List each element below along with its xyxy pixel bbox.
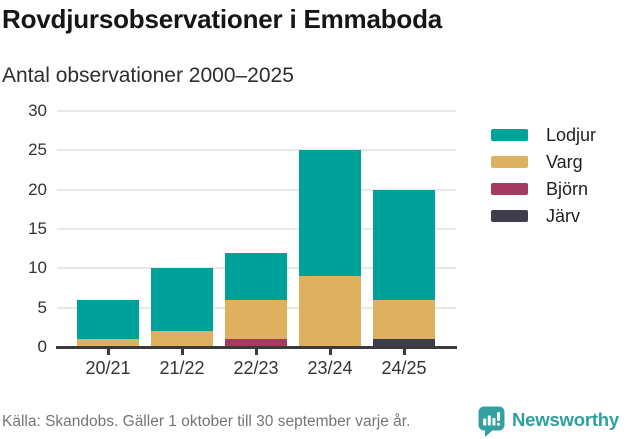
legend-swatch-varg xyxy=(491,155,528,168)
gridline-20 xyxy=(57,188,456,191)
legend-item-bjorn: Björn xyxy=(491,178,596,199)
legend-swatch-bjorn xyxy=(491,182,528,195)
bar-segment-björn-22-23 xyxy=(225,339,287,347)
bar-segment-lodjur-23-24 xyxy=(299,150,361,277)
bar-segment-varg-24-25 xyxy=(373,299,435,340)
x-tick-label-21-22: 21/22 xyxy=(159,358,205,378)
bar-22-23 xyxy=(225,252,287,347)
x-tick-label-23-24: 23/24 xyxy=(307,358,353,378)
y-tick-label-25: 25 xyxy=(28,140,47,160)
legend-swatch-lodjur xyxy=(491,128,528,141)
gridline-30 xyxy=(57,110,456,112)
chart-subtitle: Antal observationer 2000–2025 xyxy=(2,64,294,87)
bar-segment-varg-20-21 xyxy=(77,339,139,347)
y-tick-label-15: 15 xyxy=(28,219,47,238)
brand-logo: Newsworthy xyxy=(478,406,619,437)
x-tick-label-24-25: 24/25 xyxy=(381,358,427,378)
legend-label-lodjur: Lodjur xyxy=(546,124,597,145)
bar-segment-lodjur-24-25 xyxy=(373,189,435,300)
bar-21-22 xyxy=(151,268,213,347)
x-axis-line xyxy=(56,346,457,349)
bar-segment-varg-22-23 xyxy=(225,299,287,340)
bar-segment-varg-23-24 xyxy=(299,276,361,347)
brand-name: Newsworthy xyxy=(512,409,619,430)
legend-item-lodjur: Lodjur xyxy=(491,124,597,145)
bar-23-24 xyxy=(299,150,361,347)
legend-label-jarv: Järv xyxy=(546,205,581,226)
bar-segment-järv-24-25 xyxy=(373,339,435,347)
y-tick-label-10: 10 xyxy=(28,258,47,278)
bar-20-21 xyxy=(77,299,139,347)
legend-item-jarv: Järv xyxy=(491,205,596,226)
bar-segment-lodjur-21-22 xyxy=(151,268,213,332)
newsworthy-icon xyxy=(478,406,505,437)
plot-area: 0 5 10 15 20 25 30 20/21 21/22 22/23 23/24 24/25 xyxy=(28,102,457,378)
legend-swatch-jarv xyxy=(491,209,528,222)
bar-segment-lodjur-22-23 xyxy=(225,252,287,300)
x-tick-label-20-21: 20/21 xyxy=(85,358,131,378)
x-tick-24-25 xyxy=(402,349,406,355)
gridline-25 xyxy=(57,149,456,152)
legend-item-varg: Varg xyxy=(491,151,596,172)
x-tick-22-23 xyxy=(254,349,258,355)
legend-label-bjorn: Björn xyxy=(546,178,589,199)
legend: Lodjur Varg Björn Järv xyxy=(491,124,597,236)
y-tick-label-0: 0 xyxy=(37,337,47,356)
y-tick-label-20: 20 xyxy=(28,179,47,199)
bar-segment-lodjur-20-21 xyxy=(77,299,139,340)
bar-segment-varg-21-22 xyxy=(151,331,213,347)
legend-label-varg: Varg xyxy=(546,151,583,172)
y-tick-label-5: 5 xyxy=(37,297,47,317)
gridline-15 xyxy=(57,228,456,230)
x-tick-21-22 xyxy=(180,349,184,355)
x-tick-23-24 xyxy=(328,349,332,355)
source-note: Källa: Skandobs. Gäller 1 oktober till 3… xyxy=(2,413,411,430)
y-tick-label-30: 30 xyxy=(28,101,47,120)
chart-title: Rovdjursobservationer i Emmaboda xyxy=(2,4,443,34)
bar-24-25 xyxy=(373,189,435,347)
x-tick-20-21 xyxy=(106,349,110,355)
x-tick-label-22-23: 22/23 xyxy=(233,358,279,378)
